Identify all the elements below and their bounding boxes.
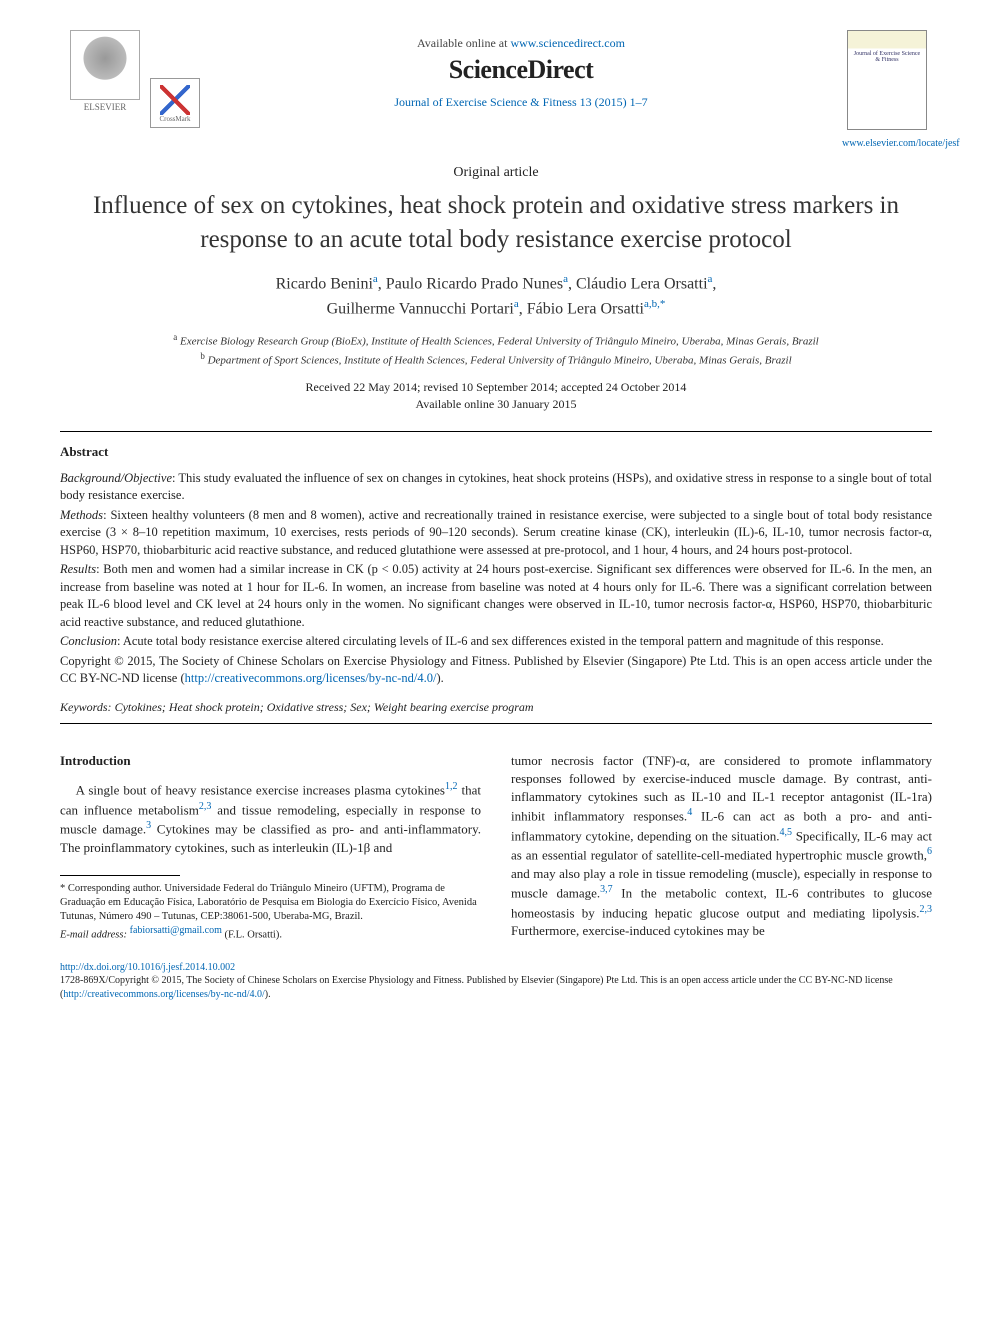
- sciencedirect-logo: ScienceDirect: [200, 55, 842, 85]
- keywords-label: Keywords:: [60, 700, 112, 714]
- available-prefix: Available online at: [417, 36, 510, 50]
- fn-email-link[interactable]: fabiorsatti@gmail.com: [130, 925, 222, 936]
- abs-copyright-close: ).: [436, 671, 443, 685]
- abs-methods: : Sixteen healthy volunteers (8 men and …: [60, 508, 932, 557]
- sciencedirect-link[interactable]: www.sciencedirect.com: [510, 36, 625, 50]
- page-footer: http://dx.doi.org/10.1016/j.jesf.2014.10…: [60, 961, 932, 1002]
- header-center: Available online at www.sciencedirect.co…: [200, 30, 842, 110]
- doi-link[interactable]: http://dx.doi.org/10.1016/j.jesf.2014.10…: [60, 962, 235, 973]
- body-columns: Introduction A single bout of heavy resi…: [60, 752, 932, 943]
- intro-text-2f: Furthermore, exercise-induced cytokines …: [511, 923, 765, 938]
- ref-1-2[interactable]: 1,2: [445, 781, 458, 792]
- journal-citation-link[interactable]: Journal of Exercise Science & Fitness 13…: [394, 95, 647, 109]
- dates-line2: Available online 30 January 2015: [415, 397, 576, 411]
- ref-6[interactable]: 6: [927, 846, 932, 857]
- article-header: ELSEVIER CrossMark Available online at w…: [60, 30, 932, 151]
- cc-license-link[interactable]: http://creativecommons.org/licenses/by-n…: [185, 671, 437, 685]
- rule-top: [60, 431, 932, 432]
- crossmark-icon[interactable]: CrossMark: [150, 78, 200, 128]
- author-3: , Cláudio Lera Orsatti: [568, 275, 708, 292]
- rule-after-abstract: [60, 723, 932, 724]
- fn-corr: Corresponding author. Universidade Feder…: [60, 883, 477, 922]
- author-4: Guilherme Vannucchi Portari: [327, 300, 514, 317]
- intro-p1: A single bout of heavy resistance exerci…: [60, 780, 481, 857]
- ref-3-7[interactable]: 3,7: [600, 884, 613, 895]
- keywords: Cytokines; Heat shock protein; Oxidative…: [112, 700, 534, 714]
- elsevier-tree-icon: [70, 30, 140, 100]
- journal-homepage-link[interactable]: www.elsevier.com/locate/jesf: [842, 138, 960, 149]
- elsevier-caption: ELSEVIER: [60, 102, 150, 112]
- corresponding-star[interactable]: *: [660, 298, 666, 310]
- abs-results: : Both men and women had a similar incre…: [60, 562, 932, 629]
- abs-methods-label: Methods: [60, 508, 103, 522]
- article-type: Original article: [60, 165, 932, 181]
- abs-bg: : This study evaluated the influence of …: [60, 471, 932, 503]
- aff-b: Department of Sport Sciences, Institute …: [205, 355, 792, 367]
- article-dates: Received 22 May 2014; revised 10 Septemb…: [60, 379, 932, 413]
- author-3-aff[interactable]: a: [708, 273, 713, 285]
- issn-close: ).: [265, 989, 271, 1000]
- abs-bg-label: Background/Objective: [60, 471, 172, 485]
- ref-2-3b[interactable]: 2,3: [920, 904, 933, 915]
- abstract-body: Background/Objective: This study evaluat…: [60, 470, 932, 688]
- author-5: , Fábio Lera Orsatti: [519, 300, 644, 317]
- fn-email-label: E-mail address:: [60, 930, 127, 941]
- footer-cc-link[interactable]: http://creativecommons.org/licenses/by-n…: [63, 989, 264, 1000]
- introduction-heading: Introduction: [60, 752, 481, 770]
- author-list: Ricardo Benini a , Paulo Ricardo Prado Nun…: [60, 271, 932, 322]
- keywords-line: Keywords: Cytokines; Heat shock protein;…: [60, 700, 932, 715]
- affiliations: a Exercise Biology Research Group (BioEx…: [60, 331, 932, 369]
- author-2: , Paulo Ricardo Prado Nunes: [378, 275, 563, 292]
- journal-cover-thumbnail[interactable]: Journal of Exercise Science & Fitness: [847, 30, 927, 130]
- footnote-separator: [60, 875, 180, 876]
- available-online-line: Available online at www.sciencedirect.co…: [200, 36, 842, 51]
- fn-email-who: (F.L. Orsatti).: [222, 930, 282, 941]
- ref-4-5[interactable]: 4,5: [779, 827, 792, 838]
- column-right: tumor necrosis factor (TNF)-α, are consi…: [511, 752, 932, 943]
- journal-cover: Journal of Exercise Science & Fitness ww…: [842, 30, 932, 151]
- abs-concl-label: Conclusion: [60, 634, 117, 648]
- intro-text-1a: A single bout of heavy resistance exerci…: [76, 782, 445, 797]
- crossmark-wrap: CrossMark: [150, 30, 200, 128]
- elsevier-logo: ELSEVIER: [60, 30, 150, 112]
- article-title: Influence of sex on cytokines, heat shoc…: [80, 189, 912, 257]
- dates-line1: Received 22 May 2014; revised 10 Septemb…: [306, 380, 687, 394]
- corresponding-footnote: * Corresponding author. Universidade Fed…: [60, 882, 481, 943]
- ref-2-3[interactable]: 2,3: [199, 801, 212, 812]
- abs-results-label: Results: [60, 562, 96, 576]
- abstract-heading: Abstract: [60, 444, 932, 460]
- aff-a: Exercise Biology Research Group (BioEx),…: [177, 336, 818, 348]
- author-5-aff[interactable]: a,b,: [644, 298, 660, 310]
- column-left: Introduction A single bout of heavy resi…: [60, 752, 481, 943]
- abs-concl: : Acute total body resistance exercise a…: [117, 634, 884, 648]
- author-1: Ricardo Benini: [276, 275, 373, 292]
- journal-citation: Journal of Exercise Science & Fitness 13…: [200, 95, 842, 110]
- intro-p1-cont: tumor necrosis factor (TNF)-α, are consi…: [511, 752, 932, 941]
